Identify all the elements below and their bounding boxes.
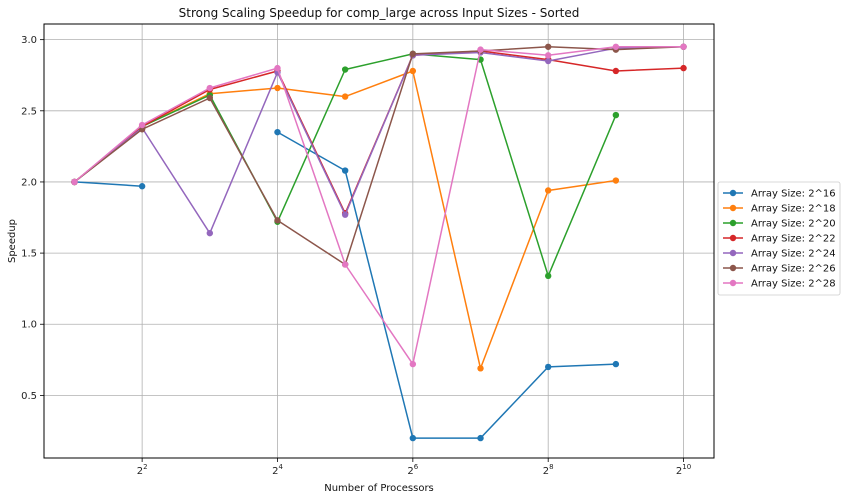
legend-label: Array Size: 2^24 — [751, 249, 836, 260]
data-point — [612, 177, 620, 184]
legend-label: Array Size: 2^20 — [751, 219, 836, 230]
x-tick-exponent: 2 — [143, 463, 147, 471]
data-point — [544, 52, 552, 59]
data-point — [409, 67, 417, 75]
data-point — [544, 363, 552, 371]
series-line — [74, 131, 616, 439]
data-point — [680, 64, 687, 72]
data-point — [341, 211, 349, 218]
data-point — [612, 360, 620, 368]
y-tick-label: 1.0 — [21, 320, 37, 331]
x-axis-ticks: 22 24 26 28 210 — [137, 458, 691, 477]
legend-swatch-marker — [729, 249, 737, 257]
x-tick-label: 210 — [676, 463, 691, 477]
series-1 — [71, 128, 620, 442]
legend-label: Array Size: 2^26 — [751, 264, 836, 275]
data-point — [274, 128, 281, 136]
series-line — [74, 53, 617, 277]
legend-label: Array Size: 2^28 — [751, 279, 836, 290]
data-point — [71, 178, 78, 186]
series-3 — [71, 50, 620, 280]
y-axis-ticks: 0.5 1.0 1.5 2.0 2.5 3.0 — [21, 35, 44, 402]
legend-swatch-marker — [729, 219, 737, 227]
data-point — [409, 50, 417, 58]
data-point — [680, 43, 687, 50]
x-tick-base: 2 — [676, 466, 682, 477]
data-point — [612, 43, 620, 50]
data-point — [274, 217, 281, 224]
data-point — [341, 261, 349, 268]
data-point — [206, 84, 214, 92]
data-point — [544, 272, 552, 280]
legend-label: Array Size: 2^22 — [751, 234, 836, 245]
legend-swatch-marker — [729, 279, 737, 287]
x-tick-label: 22 — [137, 463, 148, 477]
y-tick-label: 2.5 — [21, 106, 37, 117]
x-axis-label: Number of Processors — [324, 483, 434, 494]
data-point — [138, 183, 146, 190]
x-tick-base: 2 — [407, 466, 413, 477]
data-point — [341, 167, 349, 174]
series-6 — [71, 43, 687, 268]
series-line — [74, 46, 684, 365]
legend-swatch-marker — [729, 204, 737, 212]
data-point — [341, 93, 349, 100]
series-line — [74, 50, 684, 215]
data-point — [612, 67, 620, 75]
series-line — [74, 46, 684, 266]
data-point — [477, 365, 484, 372]
y-tick-label: 1.5 — [21, 249, 37, 260]
data-point — [544, 57, 552, 65]
x-tick-exponent: 4 — [278, 463, 283, 471]
data-point — [477, 46, 484, 53]
x-tick-exponent: 8 — [549, 463, 553, 471]
data-point — [206, 229, 214, 237]
series-group — [71, 43, 687, 442]
y-tick-label: 3.0 — [21, 35, 37, 46]
x-tick-label: 24 — [272, 463, 283, 477]
legend-swatch-marker — [729, 189, 737, 197]
x-tick-exponent: 6 — [414, 463, 419, 471]
x-tick-label: 28 — [543, 463, 554, 477]
x-tick-base: 2 — [272, 466, 278, 477]
data-point — [544, 43, 552, 50]
plot-area — [43, 23, 715, 459]
x-tick-base: 2 — [543, 466, 549, 477]
y-axis-label: Speedup — [7, 219, 18, 263]
x-tick-exponent: 10 — [682, 463, 691, 471]
series-7 — [71, 43, 687, 368]
legend-label: Array Size: 2^18 — [751, 204, 836, 215]
data-point — [274, 84, 281, 92]
series-2 — [71, 67, 620, 372]
legend-swatch-marker — [729, 264, 737, 272]
y-tick-label: 2.0 — [21, 177, 37, 188]
data-point — [409, 360, 417, 368]
legend-label: Array Size: 2^16 — [751, 189, 836, 200]
legend-frame — [717, 181, 841, 296]
series-line — [74, 46, 684, 234]
legend-swatch-marker — [729, 234, 737, 242]
grid — [44, 24, 714, 458]
data-point — [274, 64, 281, 72]
x-tick-label: 26 — [407, 463, 418, 477]
data-point — [341, 66, 349, 73]
y-tick-label: 0.5 — [21, 391, 37, 402]
chart-title: Strong Scaling Speedup for comp_large ac… — [179, 6, 580, 20]
series-line — [74, 70, 617, 370]
data-point — [477, 434, 484, 442]
data-point — [612, 111, 620, 119]
data-point — [409, 434, 417, 442]
series-4 — [71, 47, 687, 217]
data-point — [138, 121, 146, 129]
data-point — [544, 187, 552, 194]
data-point — [206, 94, 214, 102]
series-5 — [71, 43, 687, 237]
x-tick-base: 2 — [137, 466, 143, 477]
legend: Array Size: 2^16 Array Size: 2^18 Array Si… — [717, 181, 841, 296]
